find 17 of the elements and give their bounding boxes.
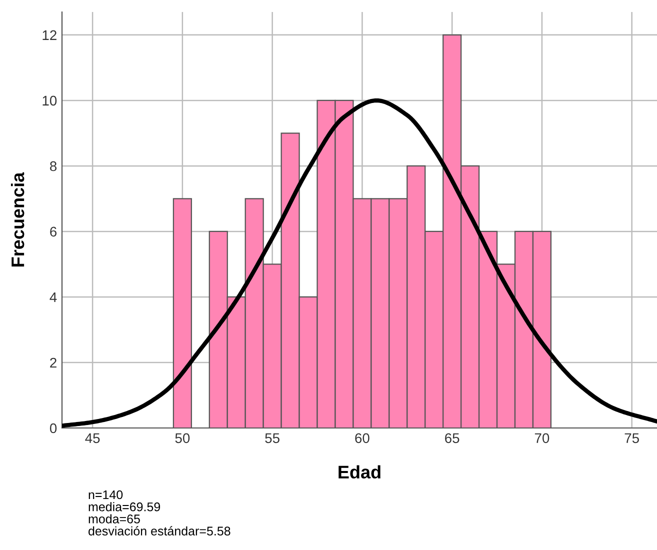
y-tick-label: 10 [42,96,57,106]
y-axis-title: Frecuencia [10,172,24,266]
y-tick-label: 0 [50,423,57,434]
y-tick-label: 8 [50,161,57,172]
x-tick-label: 50 [175,433,190,444]
x-tick-label: 70 [534,433,550,444]
y-tick-label: 4 [50,292,57,302]
x-tick-label: 60 [355,433,370,444]
y-tick-label: 12 [42,30,56,40]
x-tick-label: 75 [624,433,639,444]
y-tick-label: 6 [50,226,57,237]
x-axis-title: Edad [338,465,380,479]
x-tick-label: 55 [265,433,280,444]
x-tick-label: 45 [85,433,100,444]
text: n=140 media=69.59 moda=65 desviación estándar=5.58 [88,490,230,536]
x-tick-label: 65 [445,433,460,444]
y-tick-label: 2 [50,358,56,368]
